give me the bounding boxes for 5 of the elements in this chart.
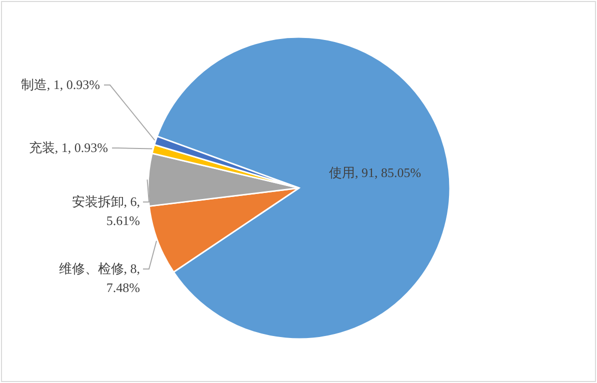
slice-label: 安装拆卸, 6, 5.61%	[72, 194, 140, 228]
slice-label: 使用, 91, 85.05%	[328, 165, 422, 180]
slice-label: 维修、检修, 8, 7.48%	[58, 261, 140, 295]
slice-label: 制造, 1, 0.93%	[20, 77, 100, 92]
slice-label: 充装, 1, 0.93%	[28, 140, 108, 155]
